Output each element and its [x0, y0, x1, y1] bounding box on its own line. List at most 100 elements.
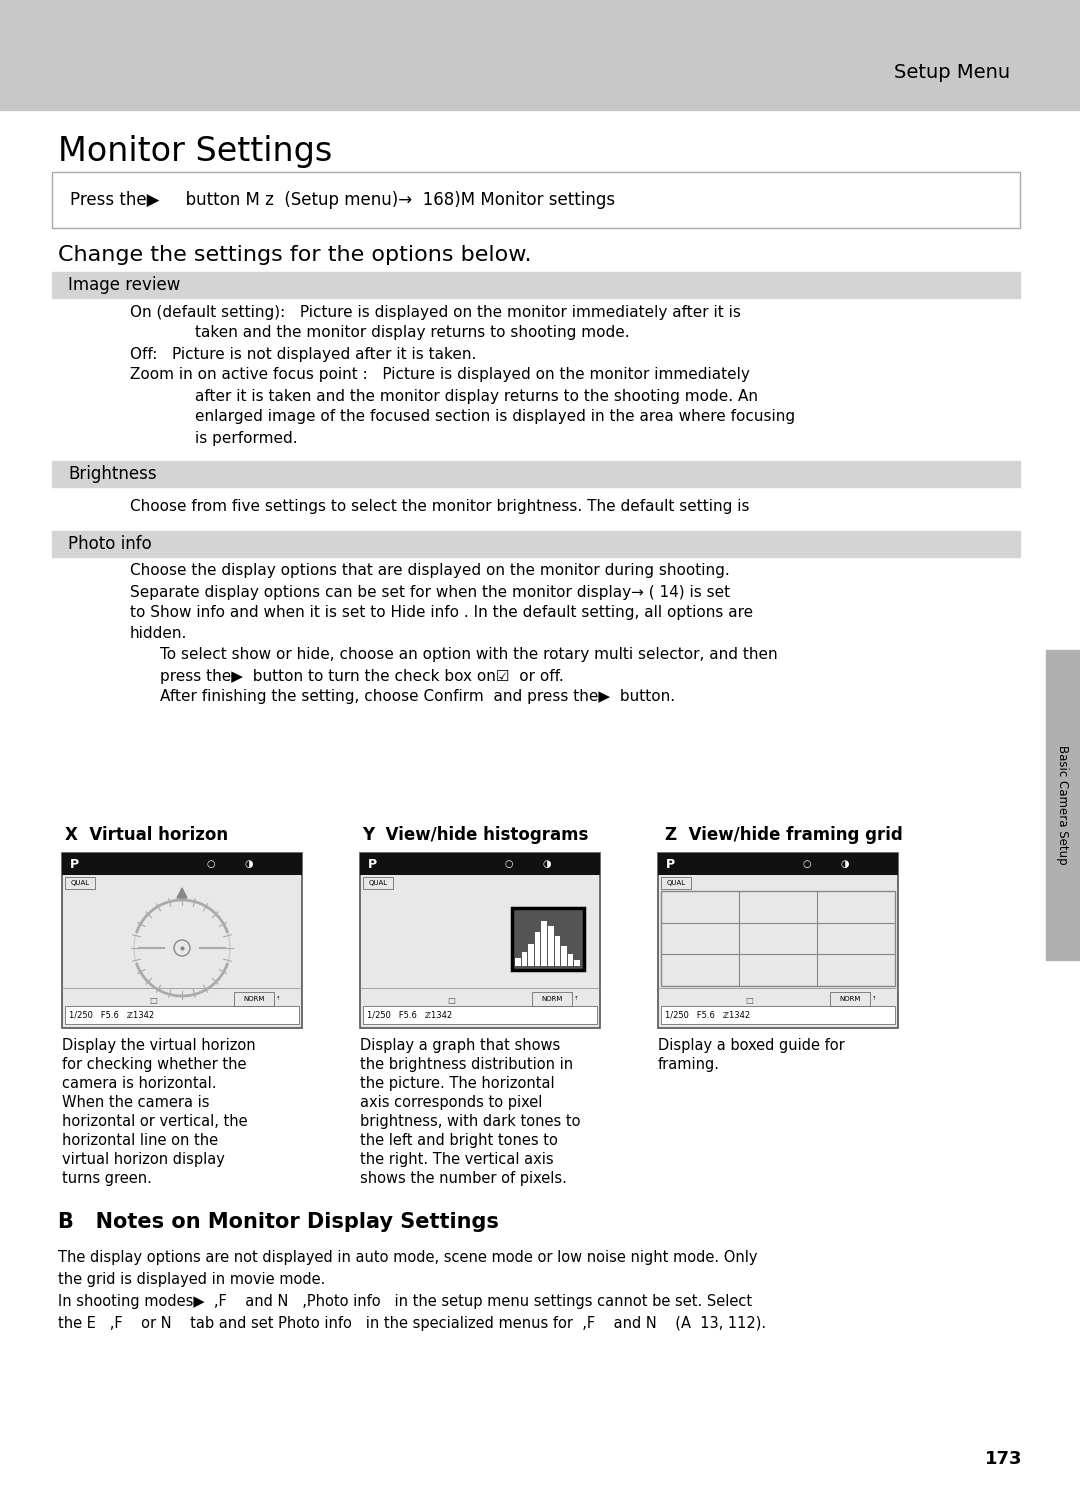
Bar — [512, 908, 584, 970]
Bar — [661, 856, 679, 872]
Text: QUAL: QUAL — [70, 880, 90, 886]
Text: Display a boxed guide for: Display a boxed guide for — [658, 1039, 845, 1054]
Text: Image review: Image review — [68, 276, 180, 294]
Bar — [363, 877, 393, 889]
Text: Y  View/hide histograms: Y View/hide histograms — [362, 826, 589, 844]
Text: ⇡: ⇡ — [872, 997, 877, 1002]
Text: Brightness: Brightness — [68, 465, 157, 483]
Bar — [65, 1006, 299, 1024]
Text: Photo info: Photo info — [68, 535, 152, 553]
Text: for checking whether the: for checking whether the — [62, 1057, 246, 1071]
Bar — [555, 936, 561, 966]
Bar — [363, 856, 381, 872]
Text: Off:   Picture is not displayed after it is taken.: Off: Picture is not displayed after it i… — [130, 346, 476, 361]
Text: QUAL: QUAL — [368, 880, 388, 886]
Text: horizontal line on the: horizontal line on the — [62, 1132, 218, 1149]
Text: Z  View/hide framing grid: Z View/hide framing grid — [665, 826, 903, 844]
Bar — [62, 853, 302, 1028]
Text: 1/250   F5.6   ℤ1342: 1/250 F5.6 ℤ1342 — [367, 1010, 453, 1019]
Bar — [234, 993, 274, 1006]
Bar — [548, 926, 554, 966]
Text: ◑: ◑ — [841, 859, 850, 869]
Polygon shape — [177, 889, 187, 898]
Text: ⇡: ⇡ — [276, 997, 281, 1002]
Bar — [65, 877, 95, 889]
Text: QUAL: QUAL — [666, 880, 686, 886]
Bar — [562, 947, 567, 966]
Text: Choose the display options that are displayed on the monitor during shooting.: Choose the display options that are disp… — [130, 563, 730, 578]
Text: ⇡: ⇡ — [573, 997, 579, 1002]
Bar — [52, 272, 1020, 299]
Text: X  Virtual horizon: X Virtual horizon — [65, 826, 228, 844]
Text: the picture. The horizontal: the picture. The horizontal — [360, 1076, 555, 1091]
Text: taken and the monitor display returns to shooting mode.: taken and the monitor display returns to… — [195, 325, 630, 340]
Bar — [1047, 649, 1080, 960]
Text: Choose from five settings to select the monitor brightness. The default setting : Choose from five settings to select the … — [130, 498, 750, 514]
Text: On (default setting):   Picture is displayed on the monitor immediately after it: On (default setting): Picture is display… — [130, 305, 741, 319]
Bar — [52, 461, 1020, 487]
Bar — [65, 856, 83, 872]
Text: Display a graph that shows: Display a graph that shows — [360, 1039, 561, 1054]
Text: Setup Menu: Setup Menu — [894, 62, 1010, 82]
Text: 1/250   F5.6   ℤ1342: 1/250 F5.6 ℤ1342 — [665, 1010, 751, 1019]
Text: ○: ○ — [206, 859, 215, 869]
Text: press the▶  button to turn the check box on☑  or off.: press the▶ button to turn the check box … — [160, 669, 564, 684]
Bar — [528, 944, 534, 966]
Text: the grid is displayed in movie mode.: the grid is displayed in movie mode. — [58, 1272, 325, 1287]
Text: B   Notes on Monitor Display Settings: B Notes on Monitor Display Settings — [58, 1213, 499, 1232]
Bar — [661, 892, 895, 987]
Bar — [522, 953, 527, 966]
Text: ◑: ◑ — [543, 859, 552, 869]
Bar — [661, 877, 691, 889]
Text: ○: ○ — [504, 859, 513, 869]
Text: enlarged image of the focused section is displayed in the area where focusing: enlarged image of the focused section is… — [195, 410, 795, 425]
Text: virtual horizon display: virtual horizon display — [62, 1152, 225, 1167]
Text: turns green.: turns green. — [62, 1171, 152, 1186]
Bar — [541, 921, 546, 966]
Bar — [360, 853, 600, 1028]
Text: P: P — [367, 857, 377, 871]
Text: □: □ — [149, 996, 157, 1005]
Text: In shooting modes▶  ,F    and N   ,Photo info   in the setup menu settings canno: In shooting modes▶ ,F and N ,Photo info … — [58, 1294, 752, 1309]
Bar — [363, 1006, 597, 1024]
Bar — [0, 0, 1080, 110]
Bar — [52, 531, 1020, 557]
Bar — [515, 958, 521, 966]
Bar — [532, 993, 572, 1006]
Text: NORM: NORM — [839, 996, 861, 1002]
Bar — [658, 853, 897, 1028]
Text: camera is horizontal.: camera is horizontal. — [62, 1076, 216, 1091]
Text: ○: ○ — [802, 859, 811, 869]
Text: axis corresponds to pixel: axis corresponds to pixel — [360, 1095, 542, 1110]
Text: to Show info and when it is set to Hide info . In the default setting, all optio: to Show info and when it is set to Hide … — [130, 605, 753, 621]
Text: 173: 173 — [985, 1450, 1022, 1468]
Text: after it is taken and the monitor display returns to the shooting mode. An: after it is taken and the monitor displa… — [195, 388, 758, 404]
Text: When the camera is: When the camera is — [62, 1095, 210, 1110]
Text: horizontal or vertical, the: horizontal or vertical, the — [62, 1114, 247, 1129]
Bar — [831, 993, 870, 1006]
Text: the right. The vertical axis: the right. The vertical axis — [360, 1152, 554, 1167]
Text: is performed.: is performed. — [195, 431, 298, 446]
Text: brightness, with dark tones to: brightness, with dark tones to — [360, 1114, 581, 1129]
Text: the brightness distribution in: the brightness distribution in — [360, 1057, 573, 1071]
Bar — [658, 853, 897, 875]
Text: To select show or hide, choose an option with the rotary multi selector, and the: To select show or hide, choose an option… — [160, 648, 778, 663]
Text: NORM: NORM — [243, 996, 265, 1002]
Text: Zoom in on active focus point :   Picture is displayed on the monitor immediatel: Zoom in on active focus point : Picture … — [130, 367, 750, 382]
Text: The display options are not displayed in auto mode, scene mode or low noise nigh: The display options are not displayed in… — [58, 1250, 757, 1265]
Bar — [62, 853, 302, 875]
FancyBboxPatch shape — [52, 172, 1020, 227]
Text: Display the virtual horizon: Display the virtual horizon — [62, 1039, 256, 1054]
Text: Press the▶     button M z  (Setup menu)→  168)M Monitor settings: Press the▶ button M z (Setup menu)→ 168)… — [70, 192, 616, 210]
Bar — [575, 960, 580, 966]
Text: P: P — [69, 857, 79, 871]
Text: the E   ,F    or N    tab and set Photo info   in the specialized menus for  ,F : the E ,F or N tab and set Photo info in … — [58, 1317, 766, 1331]
Text: Monitor Settings: Monitor Settings — [58, 135, 333, 168]
Text: □: □ — [745, 996, 753, 1005]
Bar — [360, 853, 600, 875]
Bar — [535, 932, 540, 966]
Text: NORM: NORM — [541, 996, 563, 1002]
Text: 1/250   F5.6   ℤ1342: 1/250 F5.6 ℤ1342 — [69, 1010, 154, 1019]
Text: hidden.: hidden. — [130, 627, 187, 642]
Text: shows the number of pixels.: shows the number of pixels. — [360, 1171, 567, 1186]
